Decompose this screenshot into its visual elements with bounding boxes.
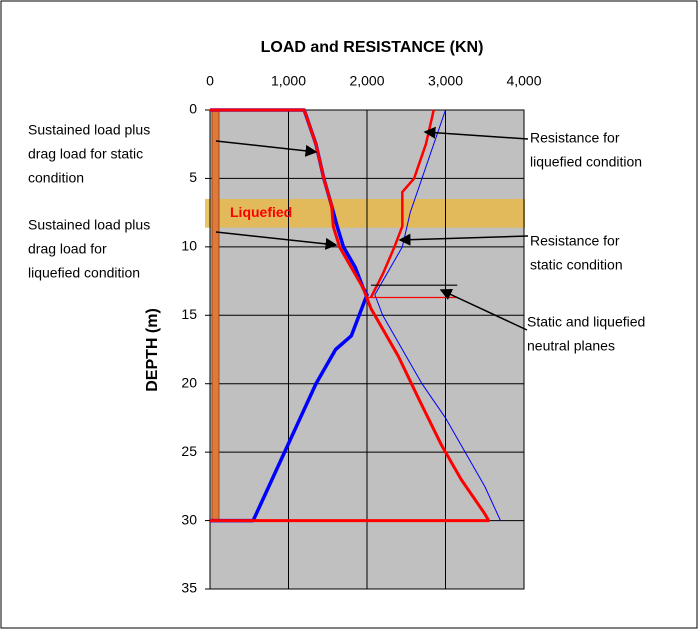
chart-title: LOAD and RESISTANCE (KN) bbox=[261, 39, 484, 56]
data-line bbox=[374, 109, 501, 521]
y-axis-label: DEPTH (m) bbox=[144, 308, 161, 392]
annotation: liquefied condition bbox=[530, 154, 642, 170]
y-tick-label: 0 bbox=[189, 101, 197, 117]
annotation: Sustained load plus bbox=[28, 217, 150, 233]
annotation: condition bbox=[28, 170, 84, 186]
annotation-arrow bbox=[423, 126, 529, 140]
annotation: liquefied condition bbox=[28, 265, 140, 281]
annotation-arrow bbox=[215, 140, 318, 157]
data-line bbox=[369, 109, 435, 299]
annotation: static condition bbox=[530, 257, 623, 273]
x-tick-label: 4,000 bbox=[506, 73, 541, 89]
x-tick-label: 3,000 bbox=[428, 73, 463, 89]
annotation-arrow bbox=[398, 233, 529, 246]
annotation: Resistance for bbox=[530, 233, 620, 249]
annotation: Sustained load plus bbox=[28, 122, 150, 138]
y-tick-label: 10 bbox=[181, 238, 197, 254]
data-line bbox=[210, 108, 491, 523]
y-tick-label: 5 bbox=[189, 169, 197, 185]
y-tick-label: 20 bbox=[181, 374, 197, 390]
plot-border bbox=[209, 109, 525, 590]
annotation: Static and liquefied bbox=[527, 314, 645, 330]
y-tick-label: 15 bbox=[181, 306, 197, 322]
pile bbox=[211, 109, 220, 521]
plot-area bbox=[205, 108, 525, 590]
y-tick-label: 30 bbox=[181, 511, 197, 527]
x-tick-label: 2,000 bbox=[349, 73, 384, 89]
annotation: drag load for bbox=[28, 241, 107, 257]
x-tick-label: 0 bbox=[206, 73, 214, 89]
annotation-arrow bbox=[215, 231, 338, 250]
y-tick-label: 35 bbox=[181, 580, 197, 596]
band-label: Liquefied bbox=[230, 204, 292, 220]
y-tick-label: 25 bbox=[181, 443, 197, 459]
x-tick-label: 1,000 bbox=[271, 73, 306, 89]
annotation: drag load for static bbox=[28, 146, 143, 162]
annotation-arrow bbox=[439, 288, 528, 331]
annotation: Resistance for bbox=[530, 130, 620, 146]
annotation: neutral planes bbox=[527, 338, 615, 354]
liquefied-band bbox=[205, 198, 525, 228]
